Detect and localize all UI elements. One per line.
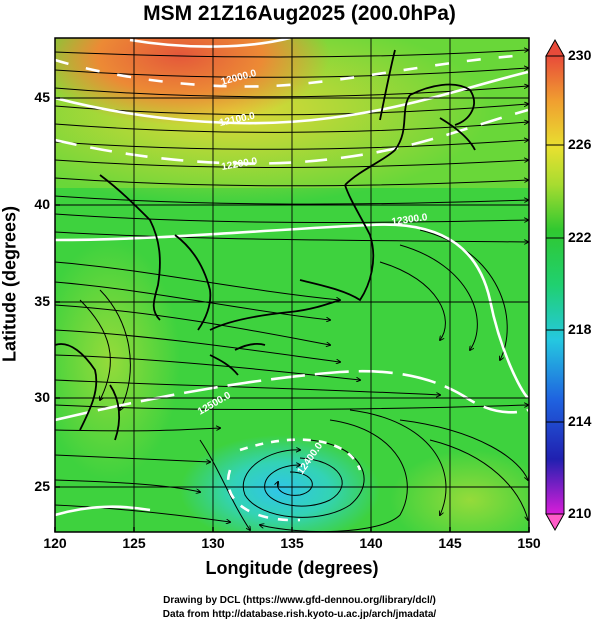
colorbar <box>545 38 565 532</box>
graticule <box>55 38 529 532</box>
credit-data: Data from http://database.rish.kyoto-u.a… <box>162 609 437 620</box>
colorbar-tick-label: 226 <box>568 136 592 152</box>
x-tick-label: 120 <box>43 535 67 551</box>
x-tick-label: 150 <box>517 535 541 551</box>
height-contours <box>55 38 529 522</box>
y-tick-label: 30 <box>34 389 50 405</box>
credits: Drawing by DCL (https://www.gfd-dennou.o… <box>0 594 599 622</box>
y-tick-label: 45 <box>34 89 50 105</box>
colorbar-tick-label: 230 <box>568 47 592 63</box>
x-axis-label: Longitude (degrees) <box>205 558 379 578</box>
streamlines <box>55 50 528 532</box>
y-tick-label: 35 <box>34 293 50 309</box>
colorbar-tick-label: 210 <box>568 505 592 521</box>
colorbar-max-arrow <box>545 38 565 57</box>
y-tick-label: 40 <box>34 196 50 212</box>
credit-drawing: Drawing by DCL (https://www.gfd-dennou.o… <box>163 595 436 606</box>
x-tick-label: 135 <box>280 535 304 551</box>
colorbar-tick-label: 222 <box>568 229 592 245</box>
axis-ticks <box>54 97 530 532</box>
y-tick-label: 25 <box>34 478 50 494</box>
temperature-field <box>55 38 529 532</box>
contour-label: 12300.0 <box>391 212 429 228</box>
colorbar-tick-label: 218 <box>568 321 592 337</box>
x-tick-label: 130 <box>201 535 225 551</box>
colorbar-min-arrow <box>545 513 565 532</box>
x-tick-label: 140 <box>359 535 383 551</box>
colorbar-tick-label: 214 <box>568 413 592 429</box>
x-tick-label: 125 <box>122 535 146 551</box>
chart-title: MSM 21Z16Aug2025 (200.0hPa) <box>143 2 456 25</box>
x-tick-label: 145 <box>438 535 462 551</box>
